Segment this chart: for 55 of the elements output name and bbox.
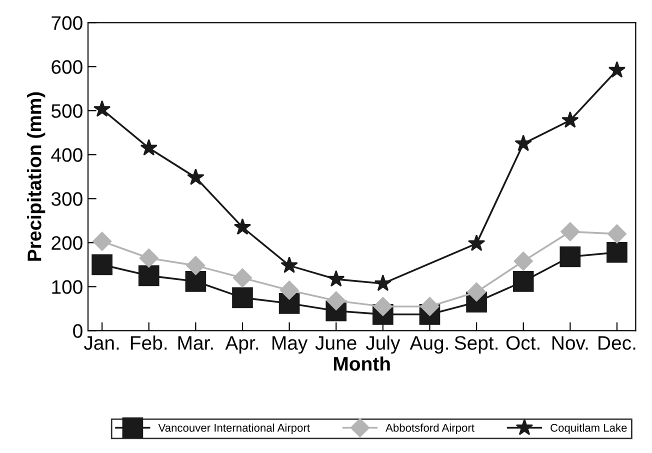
point xyxy=(560,246,581,268)
point xyxy=(280,256,298,273)
legend-label: Coquitlam Lake xyxy=(550,424,627,434)
point xyxy=(373,296,392,316)
y-tick-label: 300 xyxy=(51,192,82,206)
y-tick-label: 600 xyxy=(52,60,82,74)
point xyxy=(232,287,253,308)
point xyxy=(560,222,580,242)
point xyxy=(608,61,626,78)
y-tick-label: 500 xyxy=(52,104,82,118)
point xyxy=(93,100,111,117)
x-tick-label: May xyxy=(272,336,308,354)
y-tick-label: 100 xyxy=(52,280,82,294)
point xyxy=(138,265,160,286)
point xyxy=(92,254,112,276)
point xyxy=(326,291,346,310)
x-tick-label: Apr. xyxy=(225,336,258,354)
point xyxy=(186,256,206,276)
legend-label: Abbotsford Airport xyxy=(386,424,474,434)
y-tick-label: 0 xyxy=(73,324,82,338)
point xyxy=(185,270,206,292)
point xyxy=(234,218,252,235)
point xyxy=(562,111,579,128)
x-tick-label: Jan. xyxy=(84,336,119,350)
x-tick-label: Mar. xyxy=(178,336,213,350)
point xyxy=(606,242,628,263)
point xyxy=(327,270,345,287)
x-tick-label: Feb. xyxy=(131,336,167,350)
x-axis-title: Month xyxy=(334,356,390,371)
point xyxy=(374,274,392,292)
x-tick-label: Aug. xyxy=(410,336,448,354)
y-tick-label: 700 xyxy=(52,16,82,30)
y-tick-label: 200 xyxy=(52,236,82,250)
point xyxy=(139,248,158,268)
point xyxy=(420,296,440,316)
point xyxy=(514,252,533,271)
point xyxy=(512,270,534,292)
point xyxy=(232,268,252,288)
y-tick-label: 400 xyxy=(51,148,82,162)
x-tick-label: Sept. xyxy=(454,336,498,354)
point xyxy=(187,168,204,185)
legend-label: Vancouver International Airport xyxy=(158,424,310,434)
point xyxy=(607,224,627,244)
y-axis-title: Precipitation (mm) xyxy=(27,92,46,261)
x-tick-label: July xyxy=(366,336,400,354)
point xyxy=(468,234,486,251)
x-tick-label: Oct. xyxy=(506,336,540,350)
x-tick-label: Dec. xyxy=(598,336,636,350)
point xyxy=(92,232,112,251)
point xyxy=(280,280,299,300)
x-tick-label: Nov. xyxy=(552,336,588,350)
point xyxy=(467,282,486,302)
x-tick-label: June xyxy=(315,336,356,350)
point xyxy=(514,134,532,152)
point xyxy=(140,139,158,156)
